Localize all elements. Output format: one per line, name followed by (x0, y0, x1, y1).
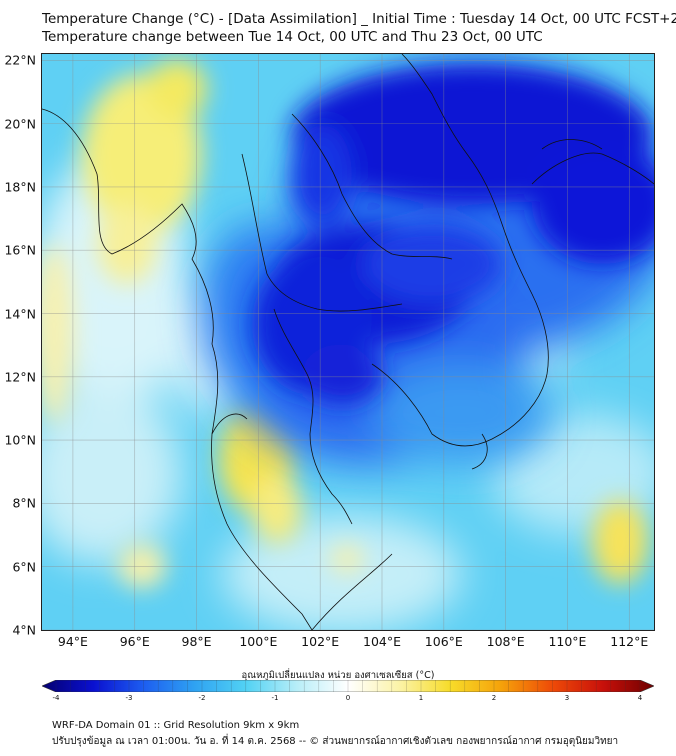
map-title: Temperature Change (°C) - [Data Assimila… (42, 10, 676, 46)
colorbar-tick-label: -1 (271, 694, 279, 702)
colorbar-tick-label: -2 (198, 694, 206, 702)
longitude-label: 100°E (239, 634, 278, 649)
coastlines-and-borders (42, 54, 654, 630)
colorbar-tick-label: 3 (564, 694, 570, 702)
longitude-label: 112°E (610, 634, 649, 649)
longitude-label: 108°E (486, 634, 525, 649)
colorbar-tick-label: 2 (491, 694, 497, 702)
latitude-label: 20°N (4, 116, 36, 132)
latitude-label: 8°N (12, 495, 36, 511)
longitude-label: 96°E (119, 634, 150, 649)
colorbar-label: อุณหภูมิเปลี่ยนแปลง หน่วย องศาเซลเซียส (… (241, 670, 435, 681)
longitude-label: 110°E (548, 634, 587, 649)
colorbar-tick-label: 4 (637, 694, 643, 702)
colorbar-bar (42, 680, 654, 692)
title-line-2: Temperature change between Tue 14 Oct, 0… (42, 29, 543, 45)
map-canvas (42, 54, 654, 630)
field-strong-cool-regions (252, 64, 654, 404)
temperature-change-map (41, 53, 655, 631)
latitude-label: 18°N (4, 179, 36, 195)
colorbar (42, 680, 654, 692)
longitude-label: 102°E (301, 634, 340, 649)
colorbar-tick-label: 1 (418, 694, 424, 702)
colorbar-tick-label: 0 (345, 694, 351, 702)
longitude-label: 104°E (362, 634, 402, 649)
colorbar-tick-label: -3 (125, 694, 133, 702)
field-warm-regions (42, 59, 648, 588)
latitude-label: 4°N (12, 622, 36, 638)
footer-line-1: WRF-DA Domain 01 :: Grid Resolution 9km … (52, 720, 300, 731)
footer-line-2: ปรับปรุงข้อมูล ณ เวลา 01:00น. วัน อ. ที่… (52, 736, 619, 747)
longitude-label: 98°E (181, 634, 212, 649)
longitude-label: 94°E (57, 634, 88, 649)
latitude-label: 16°N (4, 242, 36, 258)
latitude-label: 6°N (12, 559, 36, 575)
longitude-label: 106°E (424, 634, 463, 649)
latitude-label: 10°N (4, 432, 36, 448)
latitude-label: 14°N (4, 306, 36, 322)
latitude-label: 22°N (4, 52, 36, 68)
title-line-1: Temperature Change (°C) - [Data Assimila… (42, 11, 676, 27)
colorbar-tick-marks (55, 680, 641, 692)
colorbar-tick-label: -4 (52, 694, 60, 702)
latitude-label: 12°N (4, 369, 36, 385)
